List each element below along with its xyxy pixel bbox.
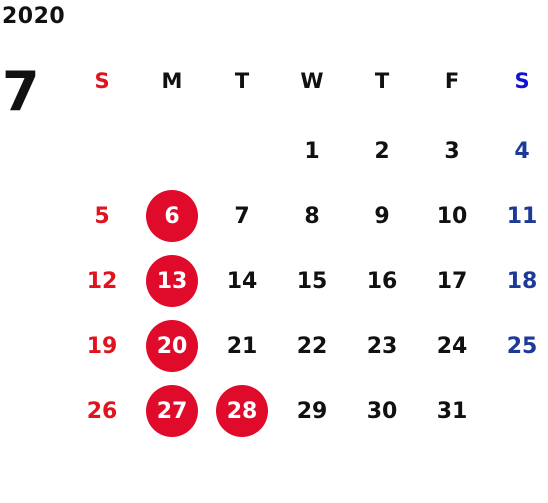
day-cell: 26 (86, 398, 118, 424)
day-cell: 30 (366, 398, 398, 424)
day-cell: 21 (226, 333, 258, 359)
year-label: 2020 (2, 4, 66, 29)
day-cell: 31 (436, 398, 468, 424)
day-cell: 23 (366, 333, 398, 359)
day-cell-highlighted: 28 (212, 381, 272, 441)
day-cell: 14 (226, 268, 258, 294)
day-cell: 11 (506, 203, 538, 229)
month-label: 7 (2, 60, 40, 123)
weekday-header-5: F (444, 69, 460, 93)
weekday-header-3: W (300, 69, 324, 93)
weekday-header-2: T (234, 69, 250, 93)
weekday-header-4: T (374, 69, 390, 93)
day-cell: 4 (514, 138, 530, 164)
day-cell: 29 (296, 398, 328, 424)
day-cell: 12 (86, 268, 118, 294)
day-cell: 25 (506, 333, 538, 359)
day-cell: 9 (374, 203, 390, 229)
day-cell: 16 (366, 268, 398, 294)
day-cell-highlighted: 20 (142, 316, 202, 376)
weekday-header-1: M (161, 69, 183, 93)
day-cell-highlighted: 27 (142, 381, 202, 441)
day-cell: 10 (436, 203, 468, 229)
day-cell: 5 (94, 203, 110, 229)
day-cell: 19 (86, 333, 118, 359)
day-cell: 15 (296, 268, 328, 294)
weekday-header-0: S (94, 69, 110, 93)
day-cell: 17 (436, 268, 468, 294)
weekday-header-6: S (514, 69, 530, 93)
day-cell: 8 (304, 203, 320, 229)
day-cell: 3 (444, 138, 460, 164)
day-cell: 22 (296, 333, 328, 359)
day-cell: 7 (234, 203, 250, 229)
day-cell: 2 (374, 138, 390, 164)
day-cell: 24 (436, 333, 468, 359)
day-cell: 1 (304, 138, 320, 164)
day-cell-highlighted: 13 (142, 251, 202, 311)
day-cell: 18 (506, 268, 538, 294)
day-cell-highlighted: 6 (142, 186, 202, 246)
